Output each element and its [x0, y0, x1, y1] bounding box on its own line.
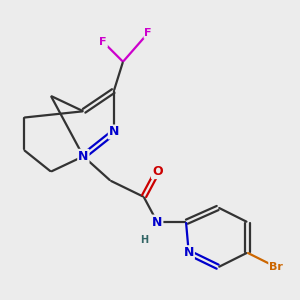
Text: H: H: [140, 235, 148, 245]
Text: N: N: [184, 246, 194, 259]
Text: N: N: [152, 216, 162, 229]
Text: N: N: [109, 125, 119, 139]
Text: O: O: [152, 165, 163, 178]
Text: F: F: [99, 37, 107, 47]
Text: F: F: [144, 28, 152, 38]
Text: Br: Br: [269, 262, 283, 272]
Text: N: N: [78, 150, 88, 163]
